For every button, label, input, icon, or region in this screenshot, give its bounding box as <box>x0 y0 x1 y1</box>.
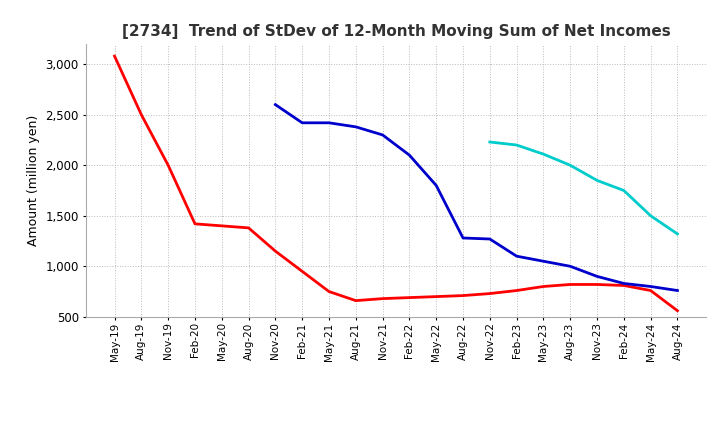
5 Years <box>271 102 279 107</box>
5 Years <box>351 124 360 129</box>
3 Years <box>191 221 199 227</box>
5 Years <box>539 259 548 264</box>
3 Years <box>351 298 360 303</box>
3 Years <box>137 112 145 117</box>
5 Years <box>325 120 333 125</box>
3 Years <box>539 284 548 289</box>
3 Years <box>513 288 521 293</box>
5 Years <box>298 120 307 125</box>
7 Years <box>619 188 628 193</box>
7 Years <box>593 178 601 183</box>
Line: 7 Years: 7 Years <box>490 142 678 234</box>
3 Years <box>298 269 307 274</box>
3 Years <box>164 163 173 168</box>
7 Years <box>485 139 494 145</box>
7 Years <box>673 231 682 237</box>
Line: 3 Years: 3 Years <box>114 56 678 311</box>
5 Years <box>566 264 575 269</box>
5 Years <box>619 281 628 286</box>
3 Years <box>405 295 414 300</box>
3 Years <box>325 289 333 294</box>
3 Years <box>244 225 253 231</box>
7 Years <box>539 151 548 157</box>
3 Years <box>619 283 628 288</box>
3 Years <box>110 54 119 59</box>
3 Years <box>378 296 387 301</box>
5 Years <box>647 284 655 289</box>
5 Years <box>673 288 682 293</box>
3 Years <box>673 308 682 313</box>
5 Years <box>378 132 387 138</box>
7 Years <box>566 163 575 168</box>
5 Years <box>485 236 494 242</box>
7 Years <box>647 213 655 218</box>
3 Years <box>432 294 441 299</box>
5 Years <box>513 253 521 259</box>
3 Years <box>217 223 226 228</box>
5 Years <box>459 235 467 241</box>
5 Years <box>432 183 441 188</box>
3 Years <box>566 282 575 287</box>
3 Years <box>459 293 467 298</box>
5 Years <box>405 153 414 158</box>
Line: 5 Years: 5 Years <box>275 105 678 290</box>
5 Years <box>593 274 601 279</box>
3 Years <box>647 288 655 293</box>
Title: [2734]  Trend of StDev of 12-Month Moving Sum of Net Incomes: [2734] Trend of StDev of 12-Month Moving… <box>122 24 670 39</box>
3 Years <box>485 291 494 296</box>
7 Years <box>513 143 521 148</box>
3 Years <box>271 249 279 254</box>
Y-axis label: Amount (million yen): Amount (million yen) <box>27 115 40 246</box>
3 Years <box>593 282 601 287</box>
